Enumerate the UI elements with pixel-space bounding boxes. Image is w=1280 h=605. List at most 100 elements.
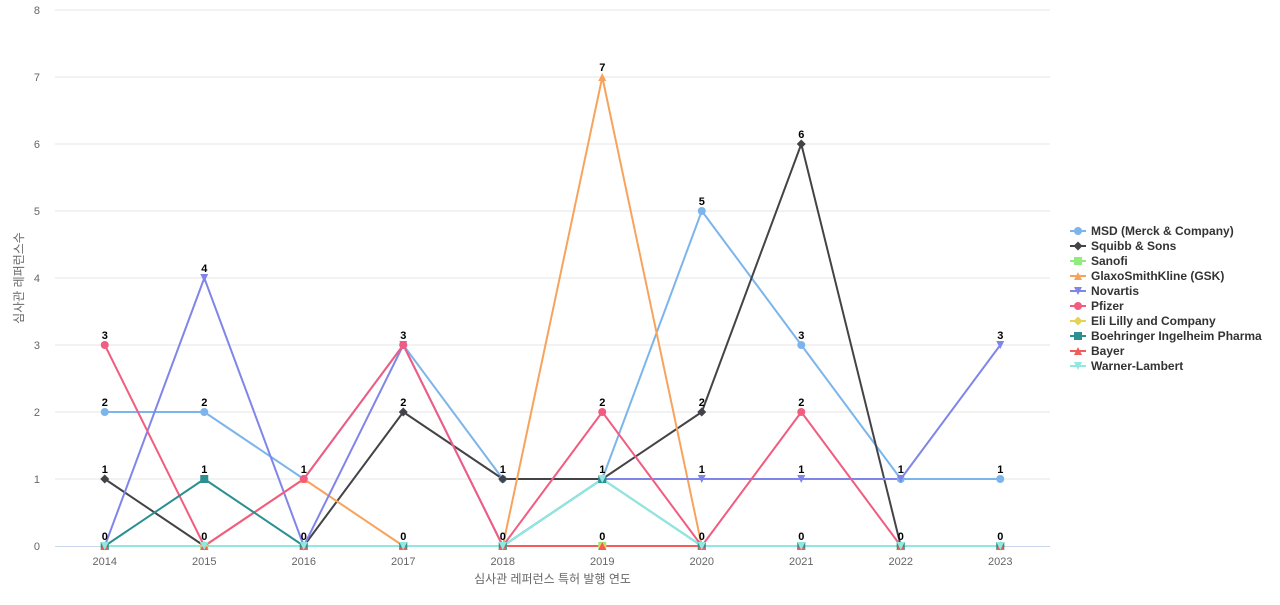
legend-item[interactable]: MSD (Merck & Company) (1070, 224, 1234, 238)
data-point (797, 341, 806, 349)
y-tick-label: 6 (34, 139, 40, 151)
data-label: 1 (798, 464, 804, 476)
x-tick-label: 2016 (292, 556, 316, 568)
series-line-9 (104, 478, 1001, 547)
x-axis-title: 심사관 레퍼런스 특허 발행 연도 (474, 571, 631, 586)
legend-item[interactable]: Sanofi (1070, 254, 1128, 268)
legend-symbol (1074, 332, 1082, 340)
x-axis-ticks: 2014 2015 2016 2017 2018 2019 2020 2021 2022 2023 (93, 556, 1013, 568)
data-label: 0 (201, 531, 207, 543)
data-point (796, 139, 806, 149)
data-label: 0 (301, 531, 307, 543)
data-point (200, 542, 209, 550)
data-point (697, 542, 706, 550)
series-line-3 (104, 76, 1001, 547)
data-labels: 3 2 1 0 4 2 1 0 1 0 3 2 0 1 0 7 2 1 0 5 2 1 0 6 3 2 1 0 1 0 3 1 0 (102, 62, 1004, 543)
data-label: 2 (102, 397, 108, 409)
legend-item[interactable]: Pfizer (1070, 299, 1124, 313)
data-label: 2 (599, 397, 605, 409)
legend-item[interactable]: Squibb & Sons (1070, 239, 1177, 253)
data-point (299, 542, 308, 550)
x-tick-label: 2018 (491, 556, 515, 568)
legend-symbol (1073, 316, 1083, 326)
y-tick-label: 3 (34, 340, 40, 352)
data-label: 0 (997, 531, 1003, 543)
data-point (697, 475, 706, 483)
x-tick-label: 2020 (690, 556, 714, 568)
legend-label: Pfizer (1091, 299, 1124, 313)
legend-item[interactable]: Boehringer Ingelheim Pharma (1070, 329, 1262, 343)
legend-symbol (1074, 302, 1082, 310)
legend-item[interactable]: Eli Lilly and Company (1070, 314, 1216, 328)
data-point (996, 542, 1005, 550)
data-point (896, 542, 905, 550)
data-point (598, 408, 607, 416)
data-point (200, 408, 209, 416)
data-label: 0 (102, 531, 108, 543)
data-label: 0 (400, 531, 406, 543)
legend-item[interactable]: Novartis (1070, 284, 1139, 298)
data-label: 7 (599, 62, 605, 74)
legend-label: Warner-Lambert (1091, 359, 1183, 373)
legend-label: GlaxoSmithKline (GSK) (1091, 269, 1224, 283)
x-tick-label: 2022 (889, 556, 913, 568)
data-label: 3 (400, 330, 406, 342)
data-point (697, 207, 706, 215)
data-point (100, 542, 109, 550)
legend: MSD (Merck & Company)Squibb & SonsSanofi… (1070, 224, 1262, 373)
data-point (797, 475, 806, 483)
data-label: 2 (400, 397, 406, 409)
data-label: 1 (997, 464, 1003, 476)
data-point (498, 474, 508, 484)
legend-label: Bayer (1091, 344, 1125, 358)
data-label: 1 (301, 464, 307, 476)
data-label: 0 (599, 531, 605, 543)
y-axis-ticks: 0 1 2 3 4 5 6 7 8 (34, 5, 40, 553)
data-label: 6 (798, 129, 804, 141)
legend-label: Sanofi (1091, 254, 1128, 268)
data-label: 1 (599, 464, 605, 476)
legend-label: MSD (Merck & Company) (1091, 224, 1234, 238)
data-point (399, 341, 408, 349)
x-tick-label: 2015 (192, 556, 216, 568)
y-tick-label: 8 (34, 5, 40, 17)
x-tick-label: 2019 (590, 556, 614, 568)
y-axis-title: 심사관 레퍼런스수 (12, 232, 26, 324)
data-point (896, 475, 905, 483)
y-tick-label: 5 (34, 206, 40, 218)
data-point (697, 407, 707, 417)
series-lines (103, 76, 1002, 547)
data-label: 1 (102, 464, 108, 476)
data-point (200, 274, 209, 282)
series-line-5 (103, 344, 1001, 547)
y-tick-label: 7 (34, 72, 40, 84)
legend-label: Eli Lilly and Company (1091, 314, 1216, 328)
data-label: 3 (798, 330, 804, 342)
grid-lines (55, 9, 1050, 480)
data-point (996, 341, 1005, 349)
legend-item[interactable]: Bayer (1070, 344, 1125, 358)
data-point (598, 542, 607, 550)
legend-item[interactable]: Warner-Lambert (1070, 359, 1183, 373)
data-label: 2 (798, 397, 804, 409)
legend-symbol (1074, 287, 1082, 295)
data-label: 0 (898, 531, 904, 543)
data-point (299, 475, 308, 483)
x-tick-label: 2014 (93, 556, 117, 568)
legend-label: Squibb & Sons (1091, 239, 1177, 253)
legend-symbol (1074, 347, 1082, 355)
data-point (398, 407, 408, 417)
data-point (498, 542, 507, 550)
data-point (200, 475, 209, 483)
series-markers (100, 73, 1005, 551)
legend-item[interactable]: GlaxoSmithKline (GSK) (1070, 269, 1224, 283)
legend-symbol (1074, 257, 1082, 265)
data-label: 0 (699, 531, 705, 543)
x-tick-label: 2021 (789, 556, 813, 568)
data-label: 4 (201, 263, 208, 275)
legend-label: Novartis (1091, 284, 1139, 298)
x-tick-label: 2023 (988, 556, 1012, 568)
legend-label: Boehringer Ingelheim Pharma (1091, 329, 1262, 343)
x-tick-label: 2017 (391, 556, 415, 568)
